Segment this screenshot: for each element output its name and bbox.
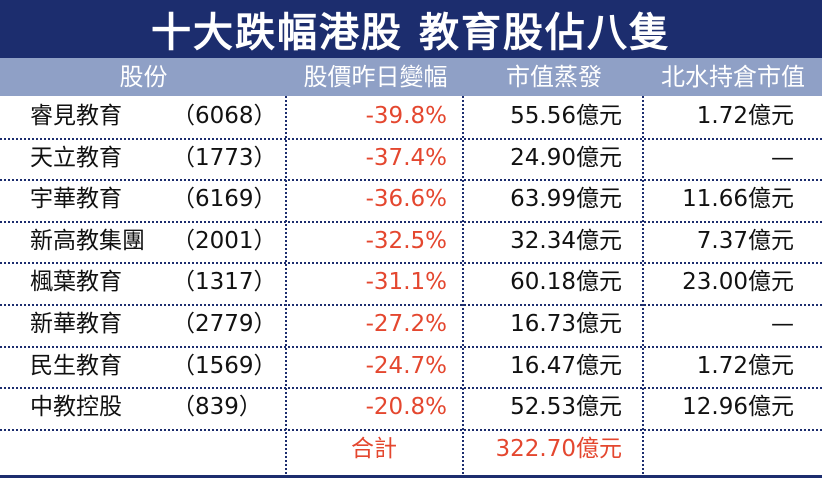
table-row: 睿見教育 （6068） -39.8% 55.56億元 1.72億元 xyxy=(0,96,822,138)
market-cap-loss: 24.90億元 xyxy=(510,144,622,171)
stock-code: （1773） xyxy=(172,144,277,171)
column-divider xyxy=(642,96,644,478)
stock-name: 中教控股 xyxy=(30,394,122,421)
price-change: -37.4% xyxy=(365,144,447,171)
total-label: 合計 xyxy=(351,435,397,462)
column-divider xyxy=(462,96,464,478)
stock-name: 民生教育 xyxy=(30,352,122,379)
northbound-holding: 7.37億元 xyxy=(696,227,794,254)
header-price-change: 股價昨日變幅 xyxy=(303,63,448,91)
market-cap-loss: 63.99億元 xyxy=(510,186,622,213)
row-divider xyxy=(0,304,822,306)
total-row: 合計 322.70億元 xyxy=(0,429,822,471)
table-header: 股份 股價昨日變幅 市值蒸發 北水持倉市值 xyxy=(0,58,822,96)
column-divider xyxy=(285,96,287,478)
stock-code: （2779） xyxy=(172,310,277,337)
table-row: 天立教育 （1773） -37.4% 24.90億元 — xyxy=(0,138,822,180)
header-northbound-holding: 北水持倉市值 xyxy=(661,63,805,91)
price-change: -36.6% xyxy=(365,186,447,213)
row-divider xyxy=(0,387,822,390)
row-divider xyxy=(0,428,822,431)
stock-name: 新高教集團 xyxy=(30,227,145,254)
stock-code: （2001） xyxy=(172,227,277,254)
market-cap-loss: 60.18億元 xyxy=(510,269,622,296)
northbound-holding: — xyxy=(771,310,794,337)
row-divider xyxy=(0,137,822,140)
market-cap-loss: 52.53億元 xyxy=(510,394,622,421)
price-change: -27.2% xyxy=(365,310,447,337)
table-body: 睿見教育 （6068） -39.8% 55.56億元 1.72億元 天立教育 （… xyxy=(0,96,822,470)
row-divider xyxy=(0,220,822,223)
market-cap-loss: 16.73億元 xyxy=(510,310,622,337)
stock-code: （1317） xyxy=(172,269,277,296)
market-cap-loss: 16.47億元 xyxy=(510,352,622,379)
header-stock: 股份 xyxy=(119,63,168,91)
row-divider xyxy=(0,345,822,348)
price-change: -32.5% xyxy=(365,227,447,254)
stock-name: 楓葉教育 xyxy=(30,269,122,296)
price-change: -39.8% xyxy=(365,103,447,129)
total-market-cap-loss: 322.70億元 xyxy=(495,435,622,462)
stock-code: （1569） xyxy=(172,352,277,379)
market-cap-loss: 55.56億元 xyxy=(510,103,622,129)
table-bottom-border xyxy=(0,475,822,478)
northbound-holding: 11.66億元 xyxy=(682,186,794,213)
table-row: 中教控股 （839） -20.8% 52.53億元 12.96億元 xyxy=(0,387,822,429)
stock-name: 天立教育 xyxy=(30,144,122,171)
price-change: -20.8% xyxy=(365,394,447,421)
northbound-holding: — xyxy=(771,144,794,171)
northbound-holding: 1.72億元 xyxy=(696,103,794,129)
price-change: -24.7% xyxy=(365,352,447,379)
stock-code: （6068） xyxy=(172,103,277,129)
price-change: -31.1% xyxy=(365,269,447,296)
table-row: 宇華教育 （6169） -36.6% 63.99億元 11.66億元 xyxy=(0,179,822,221)
table-title: 十大跌幅港股 教育股佔八隻 xyxy=(0,0,822,58)
northbound-holding: 23.00億元 xyxy=(682,269,794,296)
northbound-holding: 1.72億元 xyxy=(696,352,794,379)
header-market-cap-loss: 市值蒸發 xyxy=(506,63,602,91)
stock-name: 新華教育 xyxy=(30,310,122,337)
stock-code: （6169） xyxy=(172,186,277,213)
stock-name: 睿見教育 xyxy=(30,103,122,129)
table-row: 楓葉教育 （1317） -31.1% 60.18億元 23.00億元 xyxy=(0,262,822,304)
table-row: 民生教育 （1569） -24.7% 16.47億元 1.72億元 xyxy=(0,346,822,388)
row-divider xyxy=(0,179,822,182)
northbound-holding: 12.96億元 xyxy=(682,394,794,421)
market-cap-loss: 32.34億元 xyxy=(510,227,622,254)
stock-code: （839） xyxy=(172,394,262,421)
table-row: 新華教育 （2779） -27.2% 16.73億元 — xyxy=(0,304,822,346)
row-divider xyxy=(0,262,822,265)
table-row: 新高教集團 （2001） -32.5% 32.34億元 7.37億元 xyxy=(0,221,822,263)
stock-name: 宇華教育 xyxy=(30,186,122,213)
